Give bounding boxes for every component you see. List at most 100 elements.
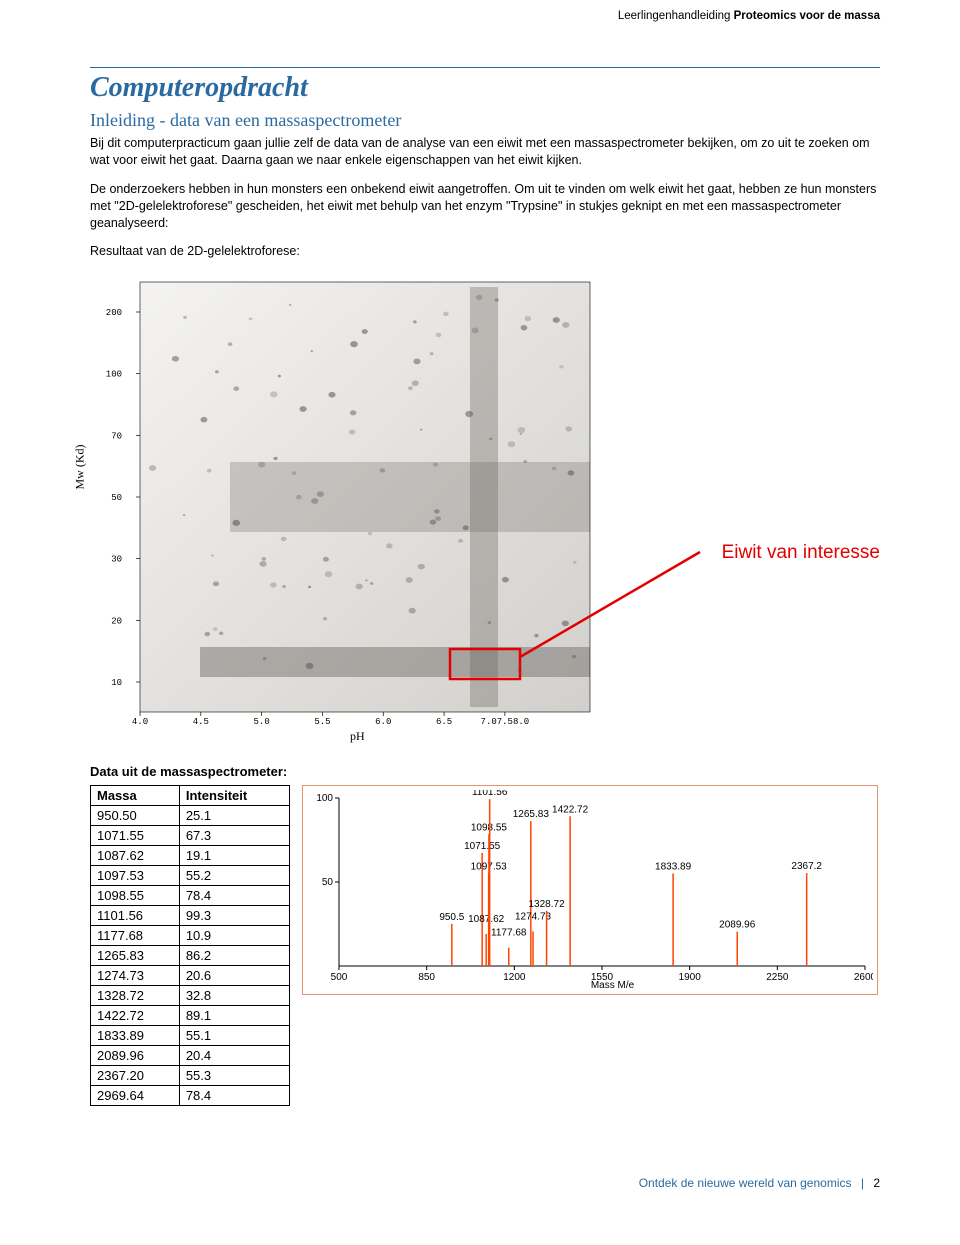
svg-text:950.5: 950.5 xyxy=(439,912,464,923)
document-header: Leerlingenhandleiding Proteomics voor de… xyxy=(90,10,880,22)
table-cell: 55.3 xyxy=(179,1066,289,1086)
table-cell: 55.1 xyxy=(179,1026,289,1046)
mass-table: MassaIntensiteit 950.5025.11071.5567.310… xyxy=(90,785,290,1106)
svg-text:5.5: 5.5 xyxy=(314,717,330,727)
table-cell: 78.4 xyxy=(179,1086,289,1106)
table-cell: 19.1 xyxy=(179,846,289,866)
svg-text:70: 70 xyxy=(111,432,122,442)
table-row: 2367.2055.3 xyxy=(91,1066,290,1086)
svg-text:20: 20 xyxy=(111,617,122,627)
svg-text:1177.68: 1177.68 xyxy=(491,928,527,939)
svg-text:1900: 1900 xyxy=(679,972,702,983)
table-cell: 2969.64 xyxy=(91,1086,180,1106)
table-cell: 1274.73 xyxy=(91,966,180,986)
data-heading: Data uit de massaspectrometer: xyxy=(90,764,880,779)
paragraph-3: Resultaat van de 2D-gelelektroforese: xyxy=(90,243,880,260)
table-row: 1328.7232.8 xyxy=(91,986,290,1006)
svg-text:7.07.58.0: 7.07.58.0 xyxy=(481,717,530,727)
spectrum-svg: 5010050085012001550190022502600Mass M/e9… xyxy=(307,790,873,990)
svg-text:30: 30 xyxy=(111,555,122,565)
table-row: 1071.5567.3 xyxy=(91,826,290,846)
table-cell: 2367.20 xyxy=(91,1066,180,1086)
table-header: Intensiteit xyxy=(179,786,289,806)
table-cell: 1328.72 xyxy=(91,986,180,1006)
table-cell: 99.3 xyxy=(179,906,289,926)
svg-text:10: 10 xyxy=(111,678,122,688)
header-bold: Proteomics voor de massa xyxy=(734,10,880,22)
table-row: 1098.5578.4 xyxy=(91,886,290,906)
table-cell: 1833.89 xyxy=(91,1026,180,1046)
table-cell: 1098.55 xyxy=(91,886,180,906)
table-row: 2969.6478.4 xyxy=(91,1086,290,1106)
table-row: 950.5025.1 xyxy=(91,806,290,826)
svg-text:Mass M/e: Mass M/e xyxy=(591,980,635,990)
svg-text:100: 100 xyxy=(106,370,122,380)
table-cell: 1097.53 xyxy=(91,866,180,886)
table-cell: 950.50 xyxy=(91,806,180,826)
table-row: 2089.9620.4 xyxy=(91,1046,290,1066)
gel-x-axis-label: pH xyxy=(350,729,365,744)
table-row: 1274.7320.6 xyxy=(91,966,290,986)
table-cell: 10.9 xyxy=(179,926,289,946)
svg-text:50: 50 xyxy=(322,877,334,888)
table-cell: 1177.68 xyxy=(91,926,180,946)
page-number: 2 xyxy=(873,1176,880,1190)
svg-text:2600: 2600 xyxy=(854,972,873,983)
svg-text:6.0: 6.0 xyxy=(375,717,391,727)
page-title: Computeropdracht xyxy=(90,72,880,104)
svg-text:2089.96: 2089.96 xyxy=(719,920,756,931)
table-row: 1101.5699.3 xyxy=(91,906,290,926)
table-row: 1422.7289.1 xyxy=(91,1006,290,1026)
svg-text:1422.72: 1422.72 xyxy=(552,805,589,816)
svg-text:1328.72: 1328.72 xyxy=(528,899,565,910)
svg-text:50: 50 xyxy=(111,493,122,503)
footer-sep: | xyxy=(861,1176,864,1190)
footer-text: Ontdek de nieuwe wereld van genomics xyxy=(639,1176,852,1190)
table-cell: 1265.83 xyxy=(91,946,180,966)
table-cell: 1071.55 xyxy=(91,826,180,846)
svg-text:850: 850 xyxy=(418,972,435,983)
table-cell: 20.6 xyxy=(179,966,289,986)
svg-text:100: 100 xyxy=(316,793,333,804)
svg-text:500: 500 xyxy=(331,972,348,983)
table-cell: 1101.56 xyxy=(91,906,180,926)
mass-spectrum: 5010050085012001550190022502600Mass M/e9… xyxy=(302,785,878,995)
gel-figure: 20010070503020104.04.55.05.56.06.57.07.5… xyxy=(90,272,880,742)
page-footer: Ontdek de nieuwe wereld van genomics | 2 xyxy=(90,1176,880,1190)
table-cell: 20.4 xyxy=(179,1046,289,1066)
svg-text:6.5: 6.5 xyxy=(436,717,452,727)
paragraph-1: Bij dit computerpracticum gaan jullie ze… xyxy=(90,135,880,169)
table-cell: 25.1 xyxy=(179,806,289,826)
table-cell: 2089.96 xyxy=(91,1046,180,1066)
svg-text:1087.62: 1087.62 xyxy=(468,914,505,925)
table-row: 1265.8386.2 xyxy=(91,946,290,966)
svg-text:1071.55: 1071.55 xyxy=(464,841,501,852)
table-row: 1087.6219.1 xyxy=(91,846,290,866)
gel-y-axis-label: Mw (Kd) xyxy=(73,445,88,490)
interest-label: Eiwit van interesse xyxy=(722,542,880,564)
paragraph-2: De onderzoekers hebben in hun monsters e… xyxy=(90,181,880,232)
svg-text:2250: 2250 xyxy=(766,972,789,983)
table-row: 1177.6810.9 xyxy=(91,926,290,946)
svg-text:4.0: 4.0 xyxy=(132,717,148,727)
table-cell: 32.8 xyxy=(179,986,289,1006)
table-cell: 78.4 xyxy=(179,886,289,906)
subtitle: Inleiding - data van een massaspectromet… xyxy=(90,110,880,131)
table-header: Massa xyxy=(91,786,180,806)
table-cell: 55.2 xyxy=(179,866,289,886)
table-cell: 1087.62 xyxy=(91,846,180,866)
svg-text:5.0: 5.0 xyxy=(254,717,270,727)
svg-text:1265.83: 1265.83 xyxy=(513,809,550,820)
svg-text:4.5: 4.5 xyxy=(193,717,209,727)
svg-text:1200: 1200 xyxy=(503,972,526,983)
table-row: 1833.8955.1 xyxy=(91,1026,290,1046)
svg-text:1101.56: 1101.56 xyxy=(472,790,508,798)
svg-text:2367.2: 2367.2 xyxy=(791,861,822,872)
table-cell: 67.3 xyxy=(179,826,289,846)
gel-svg: 20010070503020104.04.55.05.56.06.57.07.5… xyxy=(90,272,880,742)
table-cell: 86.2 xyxy=(179,946,289,966)
table-row: 1097.5355.2 xyxy=(91,866,290,886)
header-pre: Leerlingenhandleiding xyxy=(618,10,734,22)
title-rule xyxy=(90,67,880,68)
table-cell: 1422.72 xyxy=(91,1006,180,1026)
